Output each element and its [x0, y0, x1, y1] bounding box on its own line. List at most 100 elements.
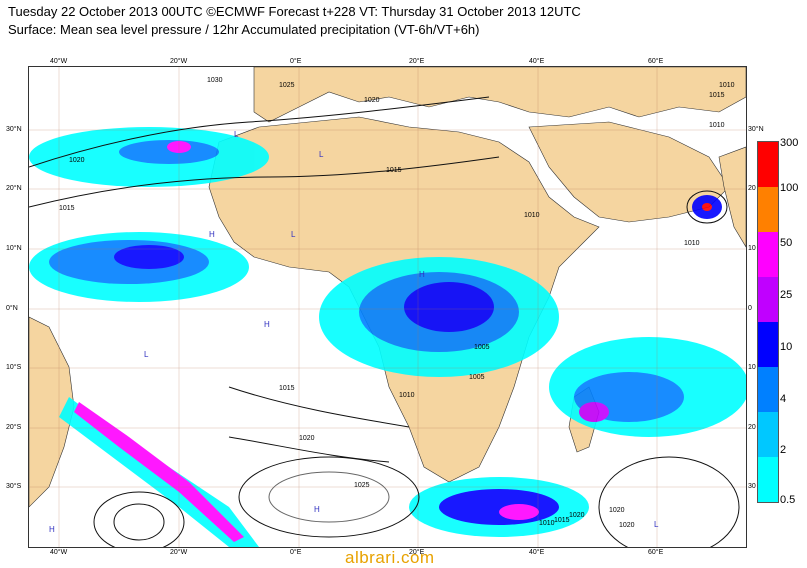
isobar-line — [238, 456, 420, 538]
map-title: Tuesday 22 October 2013 00UTC ©ECMWF For… — [8, 4, 581, 19]
precip-dark-itcz — [114, 245, 184, 269]
lat-label-left-10n: 10°N — [6, 245, 22, 252]
isobar-line — [29, 96, 490, 168]
lat-label-right-20: 20 — [748, 185, 756, 192]
lat-label-left-0n: 0°N — [6, 305, 18, 312]
legend-color-block — [758, 322, 778, 367]
precip-dark-congo — [404, 282, 494, 332]
lon-label-bottom-40w: 40°W — [50, 549, 68, 556]
isobar-label: 1015 — [554, 517, 570, 524]
isobar-line — [113, 503, 165, 541]
precip-magenta-indian — [579, 402, 609, 422]
legend-label-2: 2 — [780, 444, 787, 456]
isobar-label: 1010 — [684, 240, 700, 247]
land-india — [718, 146, 746, 248]
isobar-label: 1010 — [719, 82, 735, 89]
lon-label-bottom-20e: 20°E — [409, 549, 425, 556]
legend-color-block — [758, 457, 778, 502]
legend-color-block — [758, 142, 778, 187]
lat-label-right-30s: 30 — [748, 483, 756, 490]
isobars — [29, 96, 740, 547]
isobar-label: 1025 — [354, 482, 370, 489]
legend-label-300: 300 — [780, 137, 799, 149]
isobar-line — [268, 471, 390, 523]
precipitation-layer — [29, 127, 746, 547]
high-pressure-marker: H — [49, 525, 55, 534]
lat-label-left-30n: 30°N — [6, 126, 22, 133]
lat-label-left-20s: 20°S — [6, 424, 22, 431]
isobar-label: 1010 — [539, 520, 555, 527]
low-pressure-marker: L — [291, 230, 296, 239]
isobar-label: 1030 — [207, 77, 223, 84]
lon-label-bottom-0e: 0°E — [290, 549, 302, 556]
isobar-label: 1020 — [609, 507, 625, 514]
legend-label-100: 100 — [780, 182, 799, 194]
lat-label-right-0: 0 — [748, 305, 752, 312]
legend-label-4: 4 — [780, 393, 787, 405]
lon-label-top-60e: 60°E — [648, 58, 664, 65]
isobar-label: 1020 — [619, 522, 635, 529]
isobar-label: 1010 — [399, 392, 415, 399]
lon-label-bottom-40e: 40°E — [529, 549, 545, 556]
isobar-label: 1010 — [524, 212, 540, 219]
isobar-line — [598, 456, 740, 547]
lon-label-bottom-60e: 60°E — [648, 549, 664, 556]
high-pressure-marker: H — [264, 320, 270, 329]
land-arabia — [528, 121, 730, 223]
legend-label-25: 25 — [780, 289, 793, 301]
lat-label-right-10s: 10 — [748, 364, 756, 371]
lon-label-bottom-20w: 20°W — [170, 549, 188, 556]
pressure-centers: H H H H L L L L H L — [49, 130, 659, 534]
lat-label-right-20s: 20 — [748, 424, 756, 431]
lon-label-top-40e: 40°E — [529, 58, 545, 65]
isobar-line — [228, 436, 390, 463]
isobar-label: 1015 — [709, 92, 725, 99]
isobar-line — [93, 491, 185, 547]
isobar-label: 1025 — [279, 82, 295, 89]
land-europe — [253, 67, 746, 123]
legend-color-block — [758, 412, 778, 457]
legend-color-block — [758, 367, 778, 412]
isobar-label: 1020 — [569, 512, 585, 519]
isobar-line — [686, 190, 728, 224]
land-layer — [29, 67, 746, 508]
precip-cyclone-east-core — [702, 203, 712, 211]
graticule — [29, 67, 746, 547]
high-pressure-marker: H — [314, 505, 320, 514]
legend-color-block — [758, 277, 778, 322]
isobar-label: 1020 — [364, 97, 380, 104]
legend-label-50: 50 — [780, 237, 793, 249]
lat-label-left-30s: 30°S — [6, 483, 22, 490]
high-pressure-marker: H — [419, 270, 425, 279]
high-pressure-marker: H — [209, 230, 215, 239]
lat-label-right-10: 10 — [748, 245, 756, 252]
isobar-line — [29, 156, 500, 208]
isobar-line — [228, 386, 410, 428]
low-pressure-marker: L — [144, 350, 149, 359]
isobar-labels: 1030 1025 1020 1015 1015 1010 1020 1025 … — [59, 77, 735, 529]
forecast-map: 1030 1025 1020 1015 1015 1010 1020 1025 … — [28, 66, 747, 548]
precipitation-legend — [757, 141, 779, 503]
isobar-label: 1005 — [474, 344, 490, 351]
low-pressure-marker: L — [234, 130, 239, 139]
map-canvas: 1030 1025 1020 1015 1015 1010 1020 1025 … — [29, 67, 746, 547]
lat-label-left-20n: 20°N — [6, 185, 22, 192]
low-pressure-marker: L — [319, 150, 324, 159]
lon-label-top-0e: 0°E — [290, 58, 302, 65]
low-pressure-marker: L — [654, 520, 659, 529]
precip-blue-north-atl — [119, 140, 219, 164]
legend-label-10: 10 — [780, 341, 793, 353]
watermark: albrari.com — [345, 548, 435, 567]
isobar-label: 1020 — [69, 157, 85, 164]
precip-southwest-core — [74, 402, 244, 542]
isobar-label: 1015 — [279, 385, 295, 392]
lat-label-right-30n: 30°N — [748, 126, 764, 133]
isobar-label: 1010 — [709, 122, 725, 129]
lon-label-top-40w: 40°W — [50, 58, 68, 65]
precip-magenta-south — [499, 504, 539, 520]
legend-label-0-5: 0.5 — [780, 494, 796, 506]
lon-label-top-20w: 20°W — [170, 58, 188, 65]
isobar-label: 1015 — [386, 167, 402, 174]
land-south-america — [29, 316, 75, 508]
lon-label-top-20e: 20°E — [409, 58, 425, 65]
